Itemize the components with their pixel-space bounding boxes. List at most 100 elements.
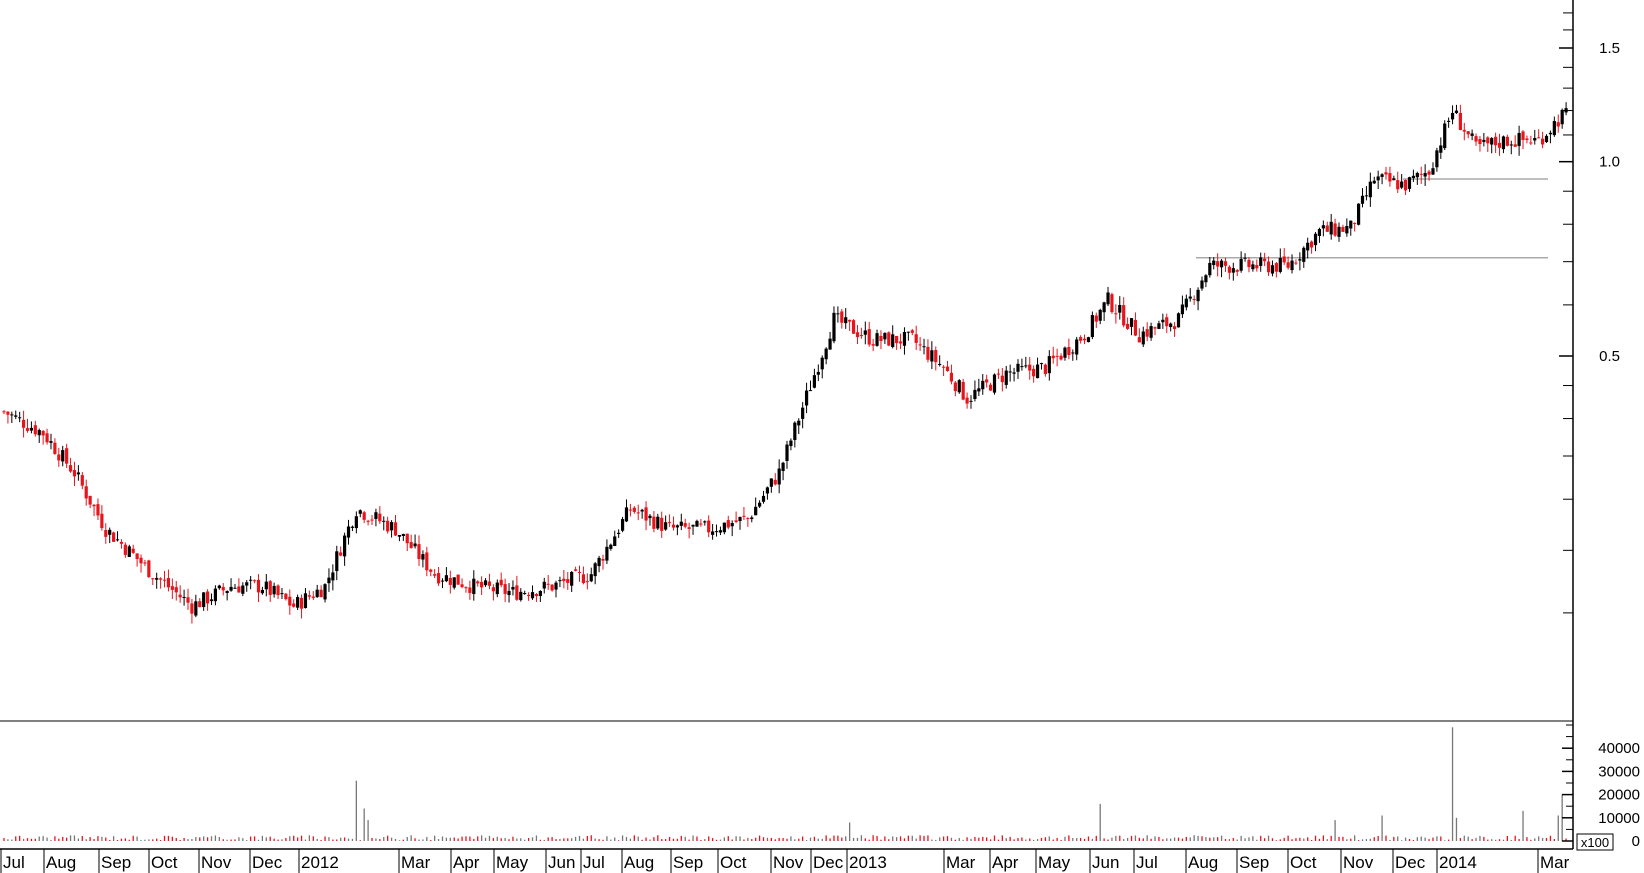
candle (1102, 301, 1106, 321)
candle (1474, 133, 1478, 146)
candle (738, 516, 742, 530)
candle (53, 438, 57, 455)
candle (1556, 114, 1560, 133)
candle (1122, 297, 1126, 328)
candle (1490, 137, 1494, 154)
candle (448, 570, 452, 594)
candle (1153, 326, 1157, 336)
month-label: Nov (773, 853, 804, 872)
candle (527, 592, 531, 601)
candle (1321, 220, 1325, 237)
candle (656, 513, 660, 530)
candle (722, 522, 726, 535)
candle (1372, 176, 1376, 185)
candle (1529, 135, 1533, 146)
candle (601, 554, 605, 570)
candle (1118, 296, 1122, 320)
candle (1137, 328, 1141, 343)
candle (824, 347, 828, 365)
candle (785, 440, 789, 469)
candle (1564, 102, 1568, 116)
month-label: Apr (453, 853, 480, 872)
volume-tick-label: 40000 (1598, 740, 1640, 757)
candle (1161, 313, 1165, 329)
candle (871, 338, 875, 352)
candle (519, 588, 523, 602)
month-label: Jul (1136, 853, 1158, 872)
candle (1548, 130, 1553, 144)
candle (953, 381, 957, 397)
candle (393, 515, 398, 537)
candle (2, 410, 6, 415)
candle (1055, 348, 1059, 367)
candle (252, 579, 257, 584)
candle (554, 580, 558, 598)
candle (205, 589, 210, 611)
candle (41, 430, 45, 445)
candle (1098, 308, 1102, 325)
candle (644, 501, 648, 531)
candle (1067, 338, 1071, 360)
candle (1497, 133, 1502, 156)
candle (1184, 294, 1188, 311)
candle (965, 392, 969, 409)
candle (49, 433, 53, 450)
candle (1458, 104, 1462, 131)
candle (61, 445, 65, 467)
candle (949, 364, 954, 385)
candle (577, 565, 582, 582)
candle (1063, 346, 1067, 361)
candle (1149, 322, 1153, 341)
candle (930, 341, 934, 370)
candle (801, 402, 805, 429)
candle (245, 580, 249, 592)
candle (777, 459, 781, 494)
candle (174, 580, 178, 601)
candle (1388, 166, 1392, 187)
candle (1313, 232, 1318, 252)
price-axis: 1.5 1.0 0.5 (1559, 12, 1620, 614)
candle (797, 418, 801, 435)
candle (546, 574, 550, 590)
candle (1075, 336, 1079, 361)
candle (1533, 129, 1537, 145)
candle (1443, 120, 1447, 151)
candle (1255, 259, 1259, 272)
candle (33, 420, 37, 437)
candle (1337, 222, 1341, 242)
candle (1400, 174, 1404, 190)
candle (699, 518, 703, 527)
candle (855, 324, 860, 345)
candle (675, 524, 679, 536)
reference-lines (1196, 178, 1548, 259)
candle (213, 585, 218, 606)
candle (1364, 186, 1369, 201)
month-label: Oct (151, 853, 178, 872)
candle (299, 594, 304, 619)
candle (816, 364, 820, 382)
candle (902, 327, 907, 355)
month-label: Dec (1395, 853, 1426, 872)
candle (895, 335, 899, 350)
candle (143, 559, 147, 567)
candle (362, 510, 366, 524)
candle (335, 545, 339, 581)
candle (1486, 136, 1490, 153)
volume-axis: 40000 30000 20000 10000 0 (1562, 724, 1640, 850)
candle (472, 570, 476, 601)
candle (178, 585, 182, 603)
candle (1204, 274, 1208, 288)
candle (667, 514, 672, 527)
candle (562, 569, 566, 589)
candle (879, 330, 883, 350)
candle (1126, 317, 1130, 330)
candle (68, 457, 73, 473)
candle (1212, 257, 1216, 270)
candle (260, 586, 264, 595)
candle (413, 534, 417, 549)
candle (429, 568, 433, 577)
month-label: Apr (992, 853, 1019, 872)
candle (566, 572, 570, 590)
candle (761, 490, 766, 504)
candle (840, 308, 844, 329)
